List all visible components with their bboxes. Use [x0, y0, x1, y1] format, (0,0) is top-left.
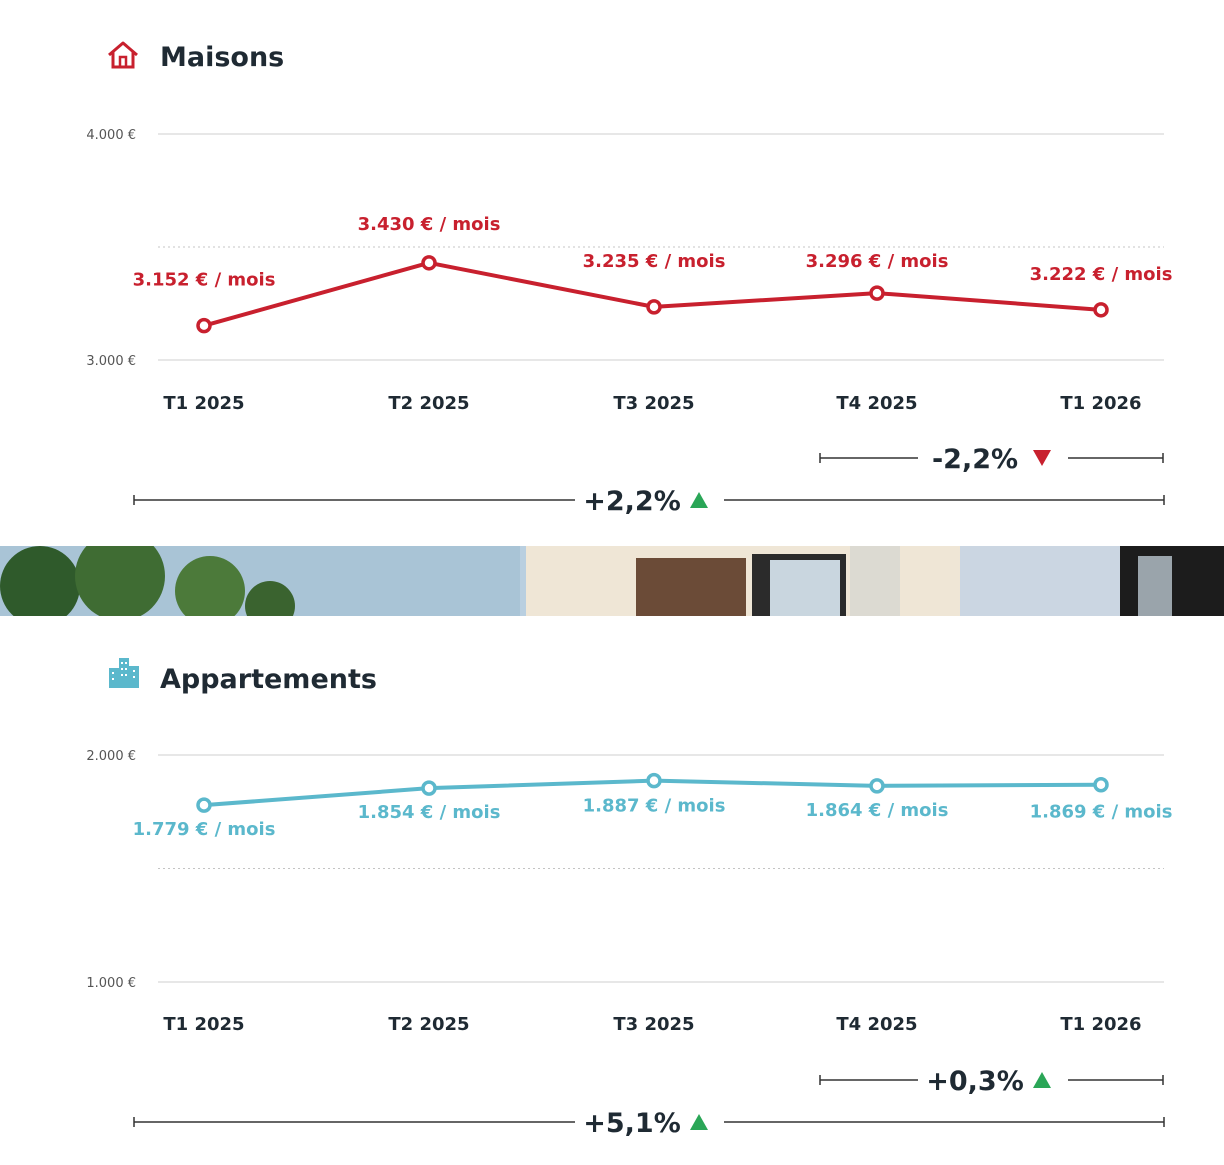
- data-point: [1093, 776, 1109, 793]
- data-point: [421, 780, 437, 796]
- arrow-down-icon: [1033, 450, 1051, 466]
- data-point: [196, 317, 212, 334]
- x-tick-label: T1 2026: [1060, 1014, 1141, 1035]
- last-quarter-change: +0,3%: [926, 1066, 1024, 1097]
- data-label: 3.152 € / mois: [133, 270, 276, 291]
- data-point: [869, 285, 885, 301]
- section-title-maisons: Maisons: [160, 42, 285, 73]
- data-point: [1093, 302, 1109, 318]
- x-tick-label: T3 2025: [613, 393, 694, 414]
- building-icon: [109, 658, 139, 688]
- house-icon: [108, 41, 138, 69]
- x-tick-label: T2 2025: [388, 1014, 469, 1035]
- data-label: 1.887 € / mois: [583, 796, 726, 817]
- data-label: 3.296 € / mois: [806, 251, 949, 272]
- total-change: +2,2%: [583, 486, 681, 517]
- arrow-up-icon: [690, 1114, 708, 1130]
- maisons-line-chart: 3.000 € 4.000 € 3.152 € / mois 3.430 € / mo…: [86, 128, 1173, 517]
- house-photo: [0, 546, 1224, 616]
- x-tick-label: T3 2025: [613, 1014, 694, 1035]
- data-point: [646, 299, 662, 315]
- appartements-line-chart: 1.000 € 2.000 € 1.779 € / mois 1.854 € / mo…: [86, 749, 1173, 1139]
- data-label: 1.779 € / mois: [133, 819, 276, 840]
- data-label: 3.430 € / mois: [358, 214, 501, 235]
- data-label: 3.235 € / mois: [583, 251, 726, 272]
- data-label: 1.869 € / mois: [1030, 802, 1173, 823]
- x-tick-label: T1 2025: [163, 393, 244, 414]
- y-tick-label: 3.000 €: [86, 354, 136, 369]
- data-point: [869, 778, 885, 794]
- data-point: [646, 772, 662, 789]
- x-tick-label: T4 2025: [836, 1014, 917, 1035]
- data-point: [421, 255, 437, 271]
- y-tick-label: 1.000 €: [86, 976, 136, 991]
- data-label: 3.222 € / mois: [1030, 264, 1173, 285]
- data-label: 1.864 € / mois: [806, 800, 949, 821]
- total-change: +5,1%: [583, 1108, 681, 1139]
- y-tick-label: 4.000 €: [86, 128, 136, 143]
- x-tick-label: T1 2025: [163, 1014, 244, 1035]
- arrow-up-icon: [1033, 1072, 1051, 1088]
- data-label: 1.854 € / mois: [358, 802, 501, 823]
- last-quarter-change: -2,2%: [932, 444, 1018, 475]
- section-title-appartements: Appartements: [160, 664, 377, 695]
- x-tick-label: T1 2026: [1060, 393, 1141, 414]
- x-tick-label: T2 2025: [388, 393, 469, 414]
- x-tick-label: T4 2025: [836, 393, 917, 414]
- arrow-up-icon: [690, 492, 708, 508]
- y-tick-label: 2.000 €: [86, 749, 136, 764]
- data-point: [196, 797, 212, 813]
- series-line: [203, 260, 1102, 328]
